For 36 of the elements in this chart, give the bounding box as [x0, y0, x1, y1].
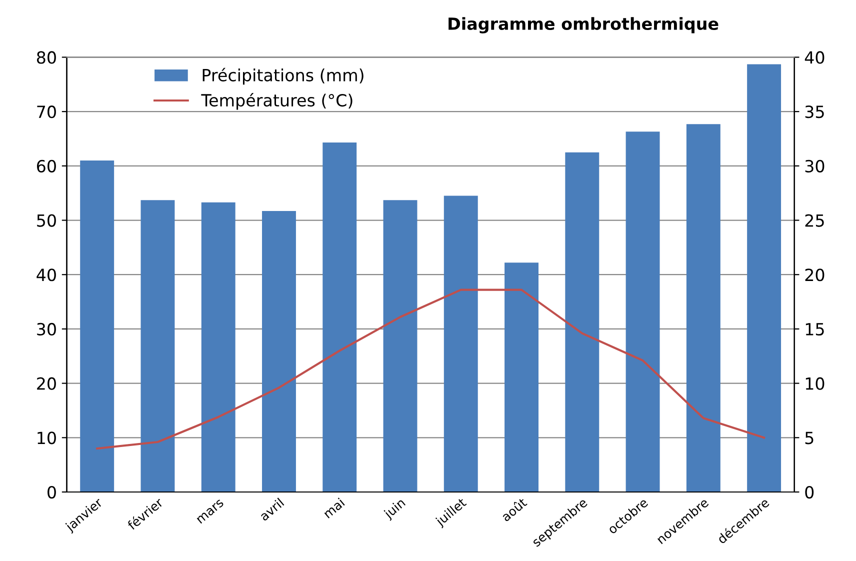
bar [383, 200, 418, 492]
y2-tick-label: 30 [805, 160, 824, 172]
line-series [96, 288, 766, 450]
y2-tick-label: 0 [805, 486, 814, 499]
bar [565, 152, 600, 492]
x-tick-label: mai [322, 498, 345, 519]
y2-tick-label: 15 [806, 323, 824, 336]
bar [747, 64, 782, 492]
bar [201, 202, 236, 492]
bar [322, 142, 357, 492]
y-tick-label: 20 [37, 377, 56, 390]
legend-label: Températures (°C) [201, 93, 352, 110]
y2-tick-label: 35 [805, 106, 824, 118]
bar [140, 200, 175, 492]
chart-title: Diagramme ombrothermique [448, 17, 718, 34]
y2-tick-label: 40 [804, 51, 824, 64]
y-tick-label: 60 [37, 160, 56, 172]
bar [504, 262, 538, 492]
y2-tick-label: 25 [805, 214, 824, 227]
bar [686, 124, 720, 492]
bar [444, 196, 478, 492]
y-tick-label: 10 [38, 432, 56, 444]
x-tick-label: juin [382, 498, 408, 521]
bar [262, 211, 296, 492]
bar [80, 160, 114, 492]
bar [626, 132, 660, 492]
legend-label: Précipitations (mm) [202, 68, 364, 85]
y-tick-label: 40 [36, 268, 56, 282]
y-tick-label: 0 [48, 486, 56, 499]
y-tick-label: 70 [37, 106, 56, 118]
y-tick-label: 80 [36, 51, 56, 64]
y-tick-label: 30 [37, 322, 56, 336]
y2-tick-label: 10 [806, 377, 824, 390]
y2-tick-label: 20 [805, 268, 824, 282]
y2-tick-label: 5 [805, 432, 814, 444]
y-tick-label: 50 [37, 214, 56, 227]
